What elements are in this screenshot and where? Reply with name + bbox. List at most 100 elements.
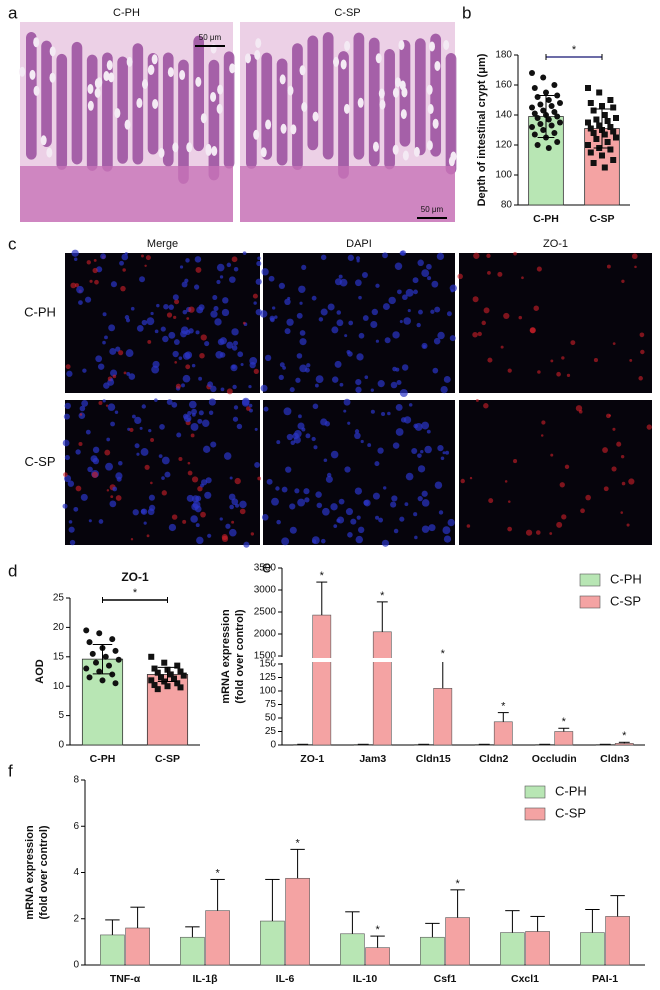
nucleus: [290, 440, 296, 445]
zo1-signal: [118, 350, 124, 356]
nucleus: [110, 421, 115, 427]
nucleus: [377, 380, 385, 388]
zo1-signal: [191, 476, 199, 483]
nucleus: [297, 498, 306, 507]
zo1-signal: [75, 485, 82, 492]
nucleus: [284, 328, 291, 335]
nucleus: [148, 428, 152, 433]
goblet: [434, 60, 441, 71]
bar: [433, 687, 453, 746]
data-point: [610, 104, 617, 111]
nucleus: [168, 331, 176, 339]
nucleus: [98, 519, 104, 524]
y-tick-label: 25: [265, 726, 277, 737]
nucleus: [370, 388, 374, 392]
nucleus: [107, 403, 116, 411]
y-tick-label: 6: [73, 821, 79, 832]
x-tick-label: Jam3: [359, 753, 386, 765]
goblet: [395, 77, 402, 88]
zo1-signal: [182, 519, 187, 524]
nucleus: [311, 436, 316, 442]
nucleus: [220, 387, 225, 392]
data-point: [537, 121, 544, 127]
crypt: [261, 52, 273, 160]
nucleus: [239, 500, 247, 509]
nucleus: [364, 375, 369, 380]
zo1-signal: [504, 480, 508, 483]
nucleus: [408, 403, 413, 407]
zo1-signal: [628, 478, 635, 485]
nucleus: [354, 429, 360, 434]
zo1-signal: [70, 282, 77, 289]
zo1-signal: [521, 276, 524, 280]
significance-mark: *: [622, 730, 627, 742]
goblet: [432, 118, 439, 129]
zo1-signal: [188, 306, 195, 313]
nucleus: [203, 445, 211, 453]
nucleus: [210, 441, 217, 448]
zo1-signal: [564, 464, 570, 470]
nucleus: [292, 432, 299, 440]
nucleus: [383, 486, 387, 490]
nucleus: [196, 536, 204, 545]
data-point: [83, 665, 90, 672]
zo1-signal: [497, 271, 503, 277]
nucleus: [176, 432, 182, 438]
nucleus: [110, 369, 118, 377]
zo1-signal: [178, 456, 183, 461]
zo1-signal: [500, 345, 504, 349]
nucleus: [226, 262, 232, 268]
nucleus: [303, 488, 310, 495]
data-point: [613, 134, 619, 141]
goblet: [301, 102, 308, 113]
zo1-signal: [105, 404, 109, 407]
x-tick-label: C-SP: [589, 213, 614, 225]
nucleus: [182, 352, 191, 360]
goblet: [216, 103, 223, 114]
nucleus: [289, 526, 297, 534]
goblet: [265, 119, 272, 130]
legend-swatch: [579, 573, 601, 587]
nucleus: [449, 335, 456, 342]
bar: [605, 916, 630, 966]
zo1-signal: [221, 535, 229, 543]
zo1-signal: [460, 478, 465, 484]
data-point: [148, 677, 155, 684]
zo1-signal: [145, 255, 151, 261]
goblet: [49, 46, 56, 57]
nucleus: [370, 409, 375, 414]
y-tick-label: 10: [53, 681, 65, 692]
legend-label: C-PH: [610, 571, 642, 586]
panel-label: f: [8, 761, 13, 780]
nucleus: [279, 362, 285, 368]
goblet: [343, 103, 350, 114]
nucleus: [194, 256, 202, 263]
nucleus: [109, 348, 117, 355]
y-tick-label: 20: [53, 622, 65, 633]
nucleus: [403, 317, 411, 325]
nucleus: [95, 355, 103, 363]
zo1-signal: [200, 511, 206, 518]
zo1-signal: [92, 267, 98, 274]
data-point: [545, 97, 552, 103]
nucleus: [382, 252, 388, 259]
nucleus: [134, 443, 140, 449]
goblet: [114, 108, 121, 119]
data-point: [161, 659, 168, 666]
crypt: [86, 54, 98, 171]
goblet: [103, 71, 110, 82]
data-point: [174, 662, 181, 669]
goblet: [398, 40, 405, 51]
nucleus: [421, 525, 430, 533]
nucleus: [190, 515, 198, 523]
zo1-signal: [488, 498, 494, 504]
nucleus: [384, 337, 391, 344]
nucleus: [422, 344, 426, 348]
nucleus: [140, 448, 149, 456]
nucleus: [432, 367, 439, 374]
data-point: [540, 107, 547, 114]
nucleus: [360, 439, 364, 444]
significance-mark: *: [375, 924, 380, 936]
nucleus: [219, 517, 223, 521]
goblet: [94, 78, 101, 89]
